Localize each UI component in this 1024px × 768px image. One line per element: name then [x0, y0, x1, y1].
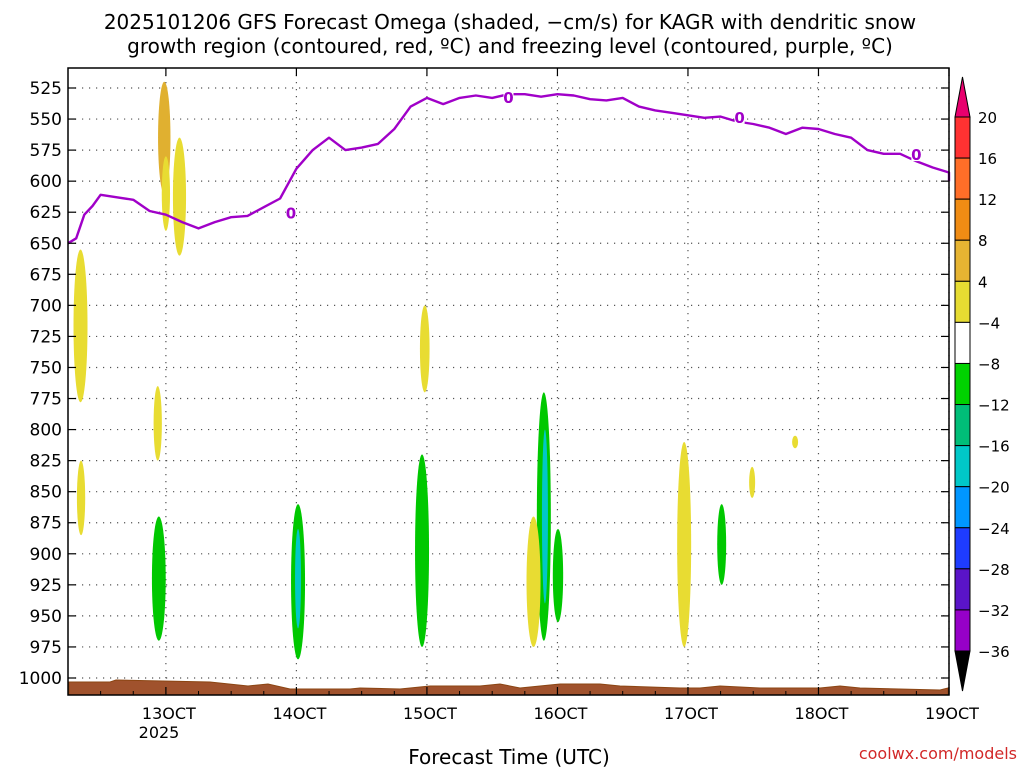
colorbar-tick-label: −8 — [978, 355, 1000, 373]
plot-area — [68, 68, 949, 695]
x-axis: 13OCT 14OCT 15OCT 16OCT 17OCT 18OCT 19OCT — [67, 68, 979, 723]
y-tick-label: 800 — [30, 421, 62, 441]
y-tick-label: 700 — [30, 296, 62, 316]
colorbar-bin — [954, 404, 971, 447]
colorbar-tick-label: −12 — [978, 397, 1010, 415]
colorbar-tick-label: 12 — [978, 191, 997, 209]
colorbar-bin — [954, 568, 971, 611]
y-tick-label: 525 — [30, 79, 62, 99]
colorbar-extend-bottom — [954, 650, 971, 692]
colorbar-bin — [954, 609, 971, 652]
y-tick-label: 575 — [30, 141, 62, 161]
x-tick-label: 16OCT — [533, 704, 587, 723]
y-axis: 525 550 575 600 625 650 675 700 725 750 775 800 825 8… — [19, 79, 949, 689]
colorbar-tick-label: −20 — [978, 479, 1010, 497]
y-tick-label: 875 — [30, 514, 62, 534]
omega-feature — [76, 460, 86, 536]
colorbar-bin — [954, 321, 971, 364]
x-axis-title: Forecast Time (UTC) — [408, 745, 610, 768]
y-tick-label: 925 — [30, 576, 62, 596]
y-tick-label: 550 — [30, 110, 62, 130]
omega-feature — [541, 429, 548, 604]
terrain-fill — [68, 679, 949, 696]
colorbar-bin — [954, 362, 971, 406]
omega-feature — [415, 454, 430, 647]
omega-feature — [717, 504, 727, 585]
freezing-level-label: 0 — [734, 109, 744, 127]
x-tick-label: 17OCT — [664, 704, 718, 723]
y-tick-label: 600 — [30, 172, 62, 192]
colorbar-bin — [954, 198, 971, 241]
omega-feature — [419, 305, 430, 393]
freezing-level-label-bg — [285, 205, 296, 220]
omega-feature — [153, 386, 162, 461]
colorbar-bin — [954, 527, 971, 570]
x-axis-year-label: 2025 — [139, 723, 180, 742]
freezing-level-label-bg — [503, 89, 514, 104]
omega-feature — [151, 516, 166, 641]
plot-frame — [67, 67, 950, 696]
chart-title-line-1: 2025101206 GFS Forecast Omega (shaded, −… — [104, 10, 916, 34]
y-tick-label: 975 — [30, 638, 62, 658]
y-tick-label: 650 — [30, 234, 62, 254]
x-tick-label: 19OCT — [925, 704, 979, 723]
y-tick-label: 625 — [30, 203, 62, 223]
y-tick-label: 900 — [30, 545, 62, 565]
x-tick-label: 13OCT — [142, 704, 196, 723]
colorbar-bin — [954, 157, 971, 200]
colorbar-bin — [954, 116, 971, 159]
colorbar-tick-label: −16 — [978, 438, 1010, 456]
omega-feature — [749, 466, 756, 498]
x-tick-label: 15OCT — [403, 704, 457, 723]
colorbar: 20 16 12 8 4 −4 −8 −12 −16 −20 −24 −28 −32 −36 — [954, 76, 1010, 692]
colorbar-tick-label: 20 — [978, 109, 997, 127]
omega-feature — [677, 442, 692, 647]
colorbar-bin — [954, 486, 971, 529]
watermark: coolwx.com/models — [859, 744, 1017, 763]
y-tick-label: 850 — [30, 483, 62, 503]
freezing-level-contour: 0 0 0 0 — [67, 89, 951, 245]
omega-feature — [73, 249, 88, 403]
colorbar-tick-label: −4 — [978, 314, 1000, 332]
terrain-band — [68, 679, 949, 696]
colorbar-bin — [954, 445, 971, 488]
y-tick-label: 775 — [30, 390, 62, 410]
omega-feature — [792, 435, 799, 449]
omega-feature — [295, 528, 302, 629]
colorbar-tick-label: 4 — [978, 273, 988, 291]
x-tick-label: 18OCT — [795, 704, 849, 723]
colorbar-tick-label: −28 — [978, 561, 1010, 579]
colorbar-tick-label: 8 — [978, 232, 988, 250]
colorbar-bin — [954, 239, 971, 282]
freezing-level-label: 0 — [911, 146, 921, 164]
chart-title-line-2: growth region (contoured, red, ºC) and f… — [127, 34, 893, 58]
y-tick-label: 675 — [30, 265, 62, 285]
freezing-level-label: 0 — [286, 204, 296, 222]
freezing-level-line — [67, 93, 951, 245]
x-tick-label: 14OCT — [272, 704, 326, 723]
colorbar-tick-label: 16 — [978, 150, 997, 168]
y-tick-label: 725 — [30, 327, 62, 347]
omega-shading — [73, 81, 799, 660]
omega-feature — [526, 516, 541, 647]
omega-feature — [161, 156, 171, 231]
freezing-level-label: 0 — [503, 89, 513, 107]
colorbar-tick-label: −36 — [978, 643, 1010, 661]
omega-feature — [552, 528, 564, 623]
colorbar-extend-top — [954, 76, 971, 118]
y-tick-label: 750 — [30, 358, 62, 378]
colorbar-bin — [954, 280, 971, 323]
omega-feature — [172, 137, 187, 256]
y-tick-label: 825 — [30, 452, 62, 472]
freezing-level-label-bg — [911, 147, 922, 162]
y-tick-label: 1000 — [19, 669, 62, 689]
colorbar-tick-label: −24 — [978, 520, 1010, 538]
freezing-level-label-bg — [734, 109, 745, 124]
y-tick-label: 950 — [30, 607, 62, 627]
colorbar-tick-label: −32 — [978, 602, 1010, 620]
